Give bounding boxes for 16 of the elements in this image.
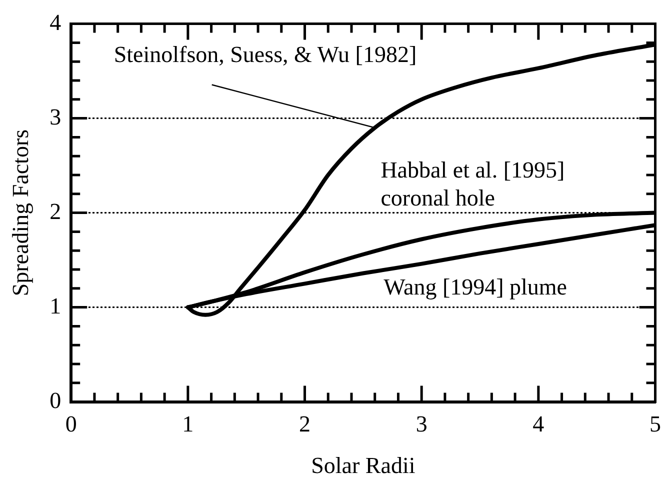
- x-tick-label: 0: [65, 412, 77, 437]
- annotation: Wang [1994] plume: [384, 274, 568, 300]
- annotation: Steinolfson, Suess, & Wu [1982]: [114, 42, 417, 67]
- x-tick-label: 2: [299, 412, 311, 437]
- y-tick-label: 4: [50, 10, 62, 35]
- x-tick-label: 4: [532, 412, 545, 437]
- x-axis-title: Solar Radii: [311, 453, 416, 478]
- y-tick-label: 0: [50, 388, 62, 413]
- y-tick-label: 2: [50, 198, 62, 224]
- x-tick-label: 3: [416, 412, 428, 437]
- y-tick-label: 3: [50, 104, 62, 130]
- y-axis-title: Spreading Factors: [8, 129, 33, 296]
- x-tick-label: 1: [182, 412, 194, 437]
- y-tick-label: 1: [50, 293, 62, 318]
- x-tick-label: 5: [650, 412, 661, 437]
- annotation: Habbal et al. [1995] coronal hole: [380, 157, 565, 210]
